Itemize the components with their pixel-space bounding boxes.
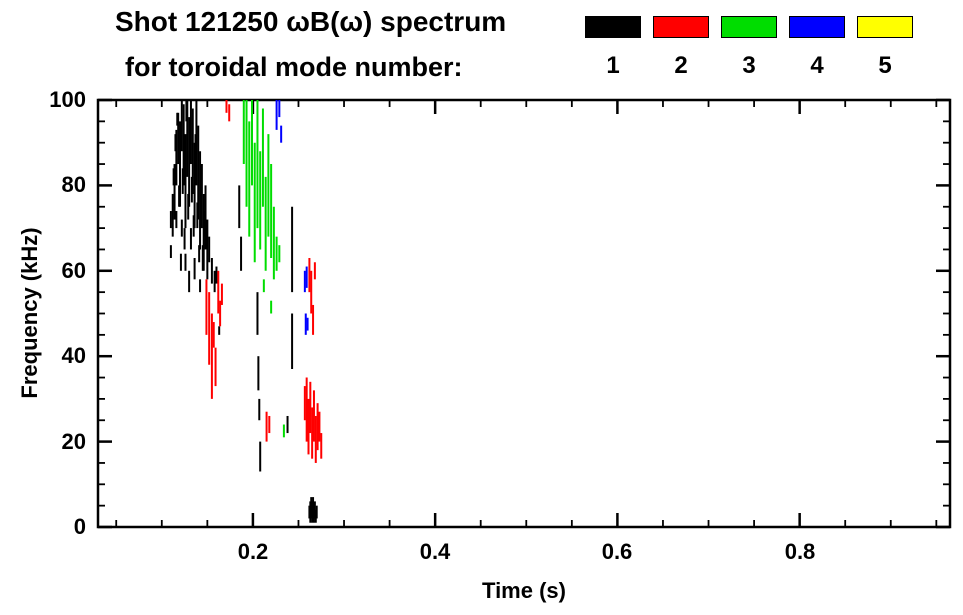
legend-swatch-mode-4: [789, 16, 845, 38]
legend-label-mode-3: 3: [742, 52, 756, 79]
x-axis-title: Time (s): [482, 578, 566, 603]
y-tick-label-60: 60: [61, 258, 86, 283]
y-tick-label-0: 0: [73, 514, 86, 539]
y-tick-label-80: 80: [61, 172, 86, 197]
x-tick-label-0-6: 0.6: [601, 539, 633, 564]
legend-swatch-mode-3: [721, 16, 777, 38]
legend-label-mode-1: 1: [606, 52, 620, 79]
y-tick-label-40: 40: [61, 343, 86, 368]
y-tick-label-20: 20: [61, 429, 86, 454]
chart-title: Shot 121250 ωB(ω) spectrum: [115, 6, 507, 37]
y-axis-title: Frequency (kHz): [17, 227, 42, 399]
legend-label-mode-2: 2: [674, 52, 688, 79]
x-tick-label-0-2: 0.2: [237, 539, 269, 564]
legend-label-mode-4: 4: [810, 52, 824, 79]
x-tick-label-0-8: 0.8: [784, 539, 816, 564]
legend-swatch-mode-2: [653, 16, 709, 38]
y-tick-label-100: 100: [49, 87, 86, 112]
legend-label-mode-5: 5: [878, 52, 892, 79]
legend-swatch-mode-5: [857, 16, 913, 38]
chart-subtitle: for toroidal mode number:: [125, 52, 463, 82]
x-tick-label-0-4: 0.4: [419, 539, 451, 564]
legend-swatch-mode-1: [585, 16, 641, 38]
